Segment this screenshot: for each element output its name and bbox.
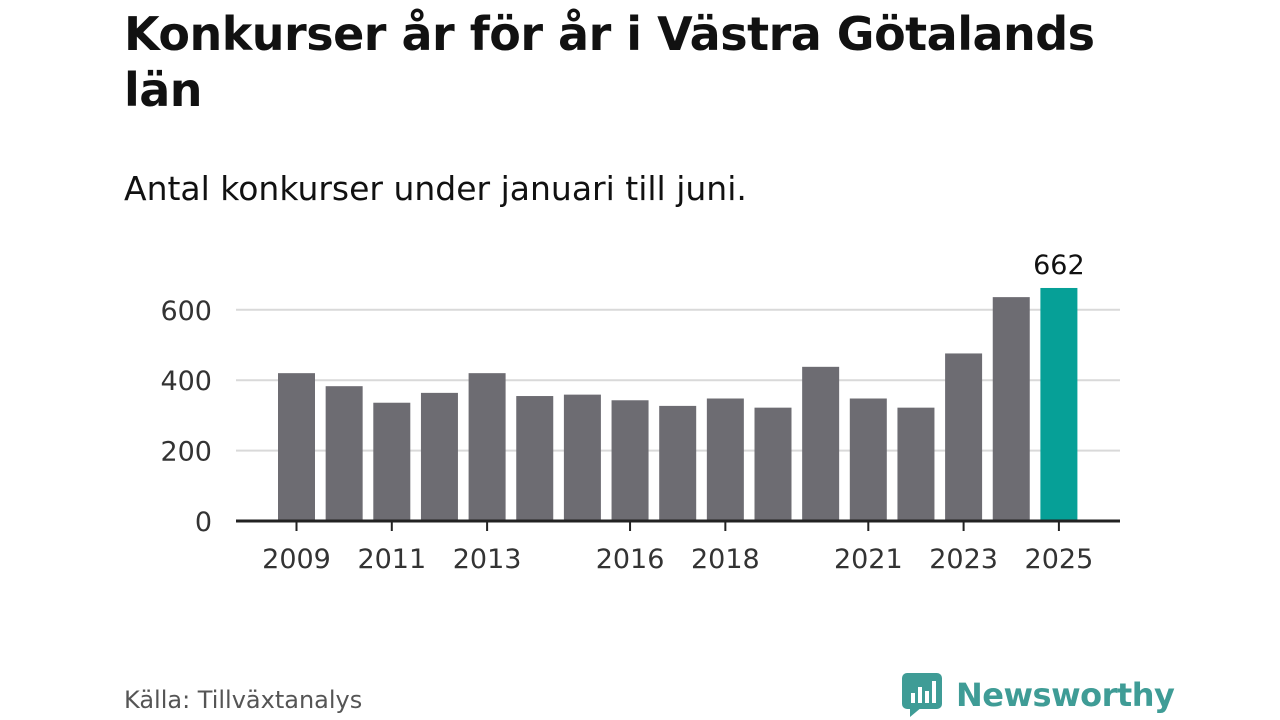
- bar-2015: [563, 394, 601, 521]
- bar-2010: [325, 386, 363, 521]
- chart-subtitle: Antal konkurser under januari till juni.: [124, 169, 747, 208]
- x-tick-label: 2023: [929, 544, 998, 575]
- source-note: Källa: Tillväxtanalys: [124, 686, 363, 714]
- bar-2024: [992, 297, 1030, 521]
- x-tick-label: 2009: [262, 544, 331, 575]
- bar-chart: 0 200 400 600 662 2009 2011 2013 2016 2018 2021 202…: [160, 250, 1120, 575]
- y-tick-label: 400: [160, 366, 212, 397]
- brand-logo: Newsworthy: [902, 670, 1175, 720]
- x-tick-label: 2025: [1025, 544, 1094, 575]
- x-tick-label: 2021: [834, 544, 903, 575]
- bar-2025: [1040, 287, 1078, 521]
- data-label: 662: [1033, 250, 1085, 281]
- newsworthy-logo-icon: [902, 673, 942, 717]
- x-tick-label: 2018: [691, 544, 760, 575]
- bar-2023: [945, 353, 983, 521]
- x-tick-label: 2013: [453, 544, 522, 575]
- y-tick-label: 200: [160, 437, 212, 468]
- bar-2014: [516, 396, 554, 521]
- brand-name: Newsworthy: [956, 676, 1175, 714]
- bar-2012: [420, 392, 458, 521]
- chart-title: Konkurser år för år i Västra Götalands l…: [124, 7, 1095, 117]
- bar-2017: [659, 405, 697, 521]
- bar-2022: [897, 407, 935, 521]
- bar-2016: [611, 400, 649, 521]
- bar-2009: [278, 373, 315, 521]
- bar-2018: [706, 398, 744, 521]
- y-tick-label: 0: [195, 507, 212, 538]
- x-tick-label: 2011: [357, 544, 426, 575]
- y-tick-label: 600: [160, 296, 212, 327]
- bar-2020: [802, 366, 840, 521]
- bar-2021: [849, 398, 887, 521]
- bar-2019: [754, 407, 792, 521]
- x-tick-label: 2016: [596, 544, 665, 575]
- bar-2011: [373, 402, 411, 521]
- bar-2013: [468, 373, 506, 521]
